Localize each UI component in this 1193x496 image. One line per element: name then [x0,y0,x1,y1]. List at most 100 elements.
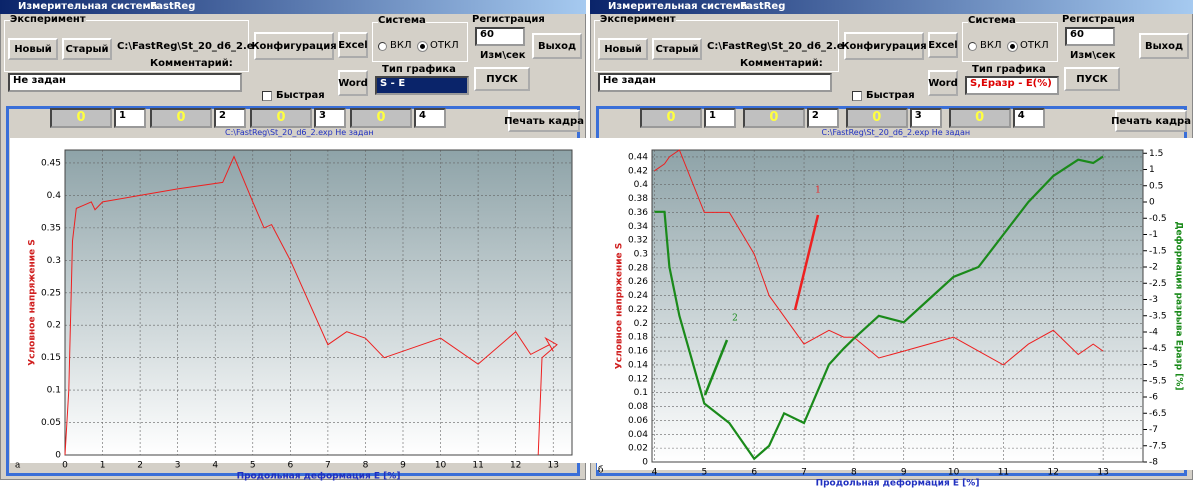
new-button[interactable]: Новый [598,38,648,60]
start-button[interactable]: ПУСК [1064,67,1120,91]
y-tick-label: 0.05 [41,418,61,428]
x-tick-label: 7 [325,461,331,471]
channel-select[interactable]: 2 [806,108,839,128]
config-button[interactable]: Конфигурация [841,32,927,60]
x-tick-label: 1 [100,461,106,471]
x-tick-label: 5 [701,468,707,478]
y-tick-label: 0.2 [634,319,648,329]
comment-input[interactable]: Не задан [598,73,832,92]
comment-label: Комментарий: [150,58,233,69]
x-tick-label: 10 [435,461,447,471]
channel-select[interactable]: 3 [314,108,346,128]
app-name: FastReg [150,1,196,12]
new-button[interactable]: Новый [8,38,58,60]
x-tick-label: 11 [998,468,1009,478]
y-tick-label: 0.34 [628,222,648,232]
y-tick-label: 0.3 [634,250,648,260]
old-button[interactable]: Старый [62,38,112,60]
plot-frame [651,149,1144,463]
y-tick-label: 0.35 [41,223,61,233]
x-tick-label: 6 [287,461,293,471]
y2-tick-label: -1 [1149,230,1158,240]
word-button[interactable]: Word [928,70,958,96]
y-tick-label: 0.42 [628,166,648,176]
x-tick-label: 9 [901,468,907,478]
y-tick-label: 0.25 [41,288,61,298]
data-line [654,149,1104,366]
file-caption: C:\FastReg\St_20_d6_2.exp Не задан [225,128,374,137]
excel-button[interactable]: Excel [338,32,368,58]
y2-tick-label: -7 [1149,425,1158,435]
y-tick-label: 0.4 [634,180,649,190]
registration-label: Регистрация [1062,14,1135,25]
channel-select[interactable]: 4 [414,108,446,128]
y-tick-label: 0.44 [628,152,648,162]
plot-type-label: Тип графика [972,64,1046,75]
y-tick-label: 0.22 [628,305,648,315]
old-button[interactable]: Старый [652,38,702,60]
panel-label: а [15,461,21,471]
print-button[interactable]: Печать кадра [1111,110,1191,132]
y-tick-label: 0.38 [628,194,648,204]
counter: 0 [250,108,312,128]
file-caption: C:\FastReg\St_20_d6_2.exp Не задан [821,128,971,137]
x-tick-label: 8 [363,461,369,471]
exit-button[interactable]: Выход [1139,33,1189,59]
plot-type-select[interactable]: S,Eразр - E(%) [965,76,1059,95]
x-tick-label: 0 [62,461,68,471]
print-button[interactable]: Печать кадра [504,110,584,132]
channel-select[interactable]: 1 [114,108,146,128]
x-tick-label: 13 [547,461,558,471]
y-tick-label: 0.06 [628,416,648,426]
config-button[interactable]: Конфигурация [251,32,337,60]
y2-tick-label: -2 [1149,263,1158,273]
y2-tick-label: -1.5 [1149,246,1167,256]
word-button[interactable]: Word [338,70,368,96]
start-button[interactable]: ПУСК [474,67,530,91]
rate-unit: Изм\сек [1070,50,1116,61]
data-line [64,155,558,456]
registration-label: Регистрация [472,14,545,25]
y-tick-label: 0.4 [47,191,62,201]
y-tick-label: 0.2 [47,321,61,331]
channel-select[interactable]: 4 [1012,108,1045,128]
radio-on[interactable] [378,42,387,51]
y-tick-label: 0.18 [628,333,648,343]
y-tick-label: 0.26 [628,277,648,287]
x-tick-label: 8 [851,468,857,478]
x-tick-label: 4 [212,461,218,471]
y-axis-label: Условное напряжение S [28,239,38,365]
y-tick-label: 0 [55,451,61,461]
legend-label: 1 [815,186,821,196]
comment-input[interactable]: Не задан [8,73,242,92]
y-tick-label: 0 [642,458,648,468]
x-tick-label: 4 [652,468,658,478]
radio-off[interactable] [1007,41,1018,52]
rate-select[interactable]: 60 [1065,27,1115,46]
radio-off[interactable] [417,41,428,52]
plot-frame [64,149,573,456]
rate-select[interactable]: 60 [475,27,525,46]
panel-label: б [598,465,603,476]
y2-tick-label: -5.5 [1149,376,1167,386]
excel-button[interactable]: Excel [928,32,958,58]
exit-button[interactable]: Выход [532,33,582,59]
channel-select[interactable]: 3 [909,108,942,128]
y-tick-label: 0.24 [628,291,648,301]
channel-select[interactable]: 2 [214,108,246,128]
y2-tick-label: -0.5 [1149,214,1167,224]
x-tick-label: 9 [400,461,406,471]
y-tick-label: 0.04 [628,430,648,440]
legend-pointer [703,339,729,396]
fast-checkbox[interactable] [852,91,862,101]
x-axis-label: Продольная деформация E [%] [816,479,980,489]
experiment-group [4,20,249,72]
group-label: Эксперимент [10,14,86,25]
group-label: Эксперимент [600,14,676,25]
channel-select[interactable]: 1 [704,108,736,128]
plot-type-select[interactable]: S - E [375,76,469,95]
radio-on[interactable] [968,42,977,51]
y-tick-label: 0.16 [628,347,648,357]
fast-checkbox[interactable] [262,91,272,101]
y-tick-label: 0.32 [628,236,648,246]
